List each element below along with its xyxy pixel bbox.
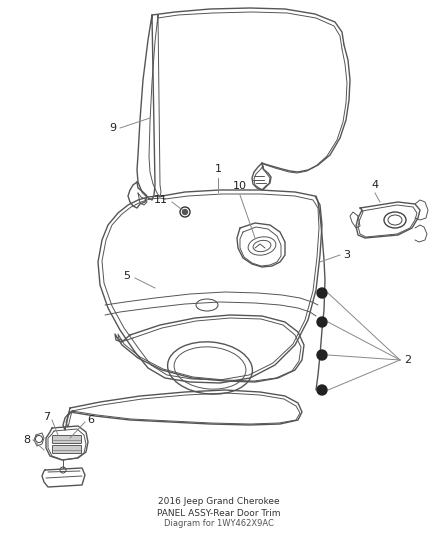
Text: 5: 5	[123, 271, 130, 281]
Text: 6: 6	[87, 415, 94, 425]
Text: 7: 7	[43, 412, 50, 422]
Text: 8: 8	[23, 435, 30, 445]
FancyBboxPatch shape	[53, 446, 81, 454]
Text: Diagram for 1WY462X9AC: Diagram for 1WY462X9AC	[164, 520, 274, 529]
Text: 2016 Jeep Grand Cherokee: 2016 Jeep Grand Cherokee	[158, 497, 280, 506]
Text: 10: 10	[233, 181, 247, 191]
FancyBboxPatch shape	[53, 435, 81, 443]
Circle shape	[317, 317, 327, 327]
Text: 4: 4	[371, 180, 378, 190]
Text: 1: 1	[215, 164, 222, 174]
Circle shape	[317, 350, 327, 360]
Circle shape	[317, 288, 327, 298]
Text: 3: 3	[343, 250, 350, 260]
Text: PANEL ASSY-Rear Door Trim: PANEL ASSY-Rear Door Trim	[157, 508, 281, 518]
Circle shape	[183, 209, 187, 214]
Text: 2: 2	[404, 355, 411, 365]
Text: 11: 11	[154, 195, 168, 205]
Text: 9: 9	[109, 123, 116, 133]
Circle shape	[317, 385, 327, 395]
